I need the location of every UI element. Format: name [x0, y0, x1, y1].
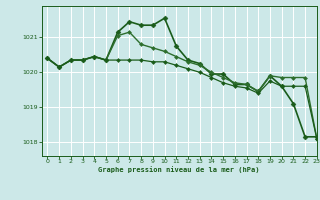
X-axis label: Graphe pression niveau de la mer (hPa): Graphe pression niveau de la mer (hPa) [99, 167, 260, 173]
